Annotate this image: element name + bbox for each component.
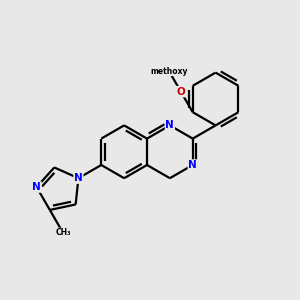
Text: CH₃: CH₃ — [55, 228, 71, 237]
Text: O: O — [176, 87, 185, 97]
Text: N: N — [188, 160, 197, 170]
Text: N: N — [74, 173, 83, 183]
Text: methoxy: methoxy — [150, 67, 188, 76]
Text: N: N — [32, 182, 41, 192]
Text: N: N — [166, 120, 174, 130]
